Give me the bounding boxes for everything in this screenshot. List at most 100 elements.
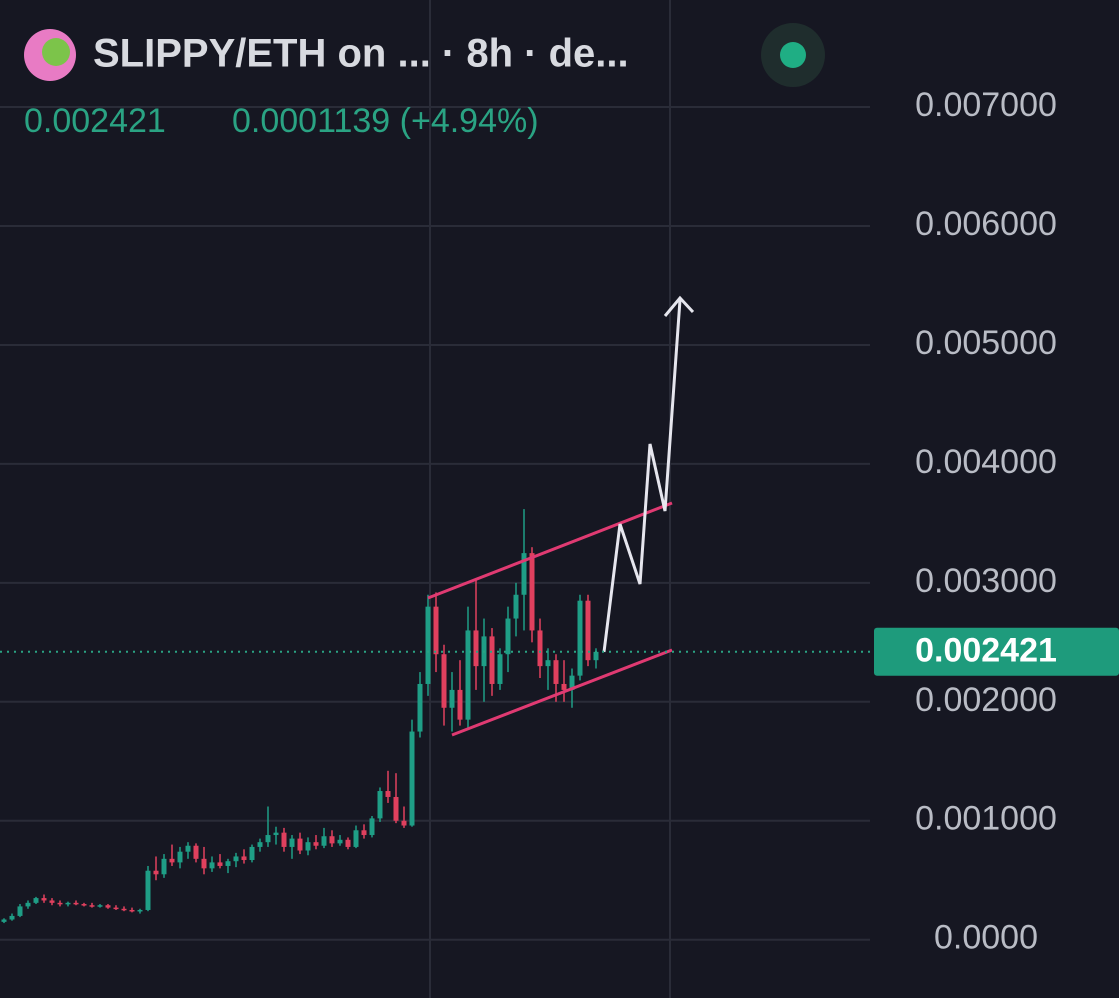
candle-body (81, 904, 87, 906)
token-logo-face (42, 38, 70, 66)
candle-body (265, 835, 271, 843)
last-price-label: 0.002421 (915, 632, 1057, 670)
candle-body (489, 636, 495, 684)
candle-body (449, 689, 455, 708)
candle-body (121, 908, 127, 911)
candle-body (313, 842, 319, 846)
header-price: 0.002421 (24, 102, 166, 140)
candle-body (305, 842, 311, 851)
candle-body (521, 553, 527, 595)
chart-title: SLIPPY/ETH on ... · 8h · de... (93, 32, 629, 76)
candle-body (1, 919, 7, 922)
candle-body (209, 862, 215, 869)
candle-body (17, 906, 23, 916)
last-price-box (874, 627, 1119, 676)
candle-body (185, 845, 191, 852)
candle-body (561, 683, 567, 690)
candle-body (49, 900, 55, 903)
y-tick-label: 0.003000 (915, 562, 1057, 600)
candle-body (65, 902, 71, 905)
candle-body (113, 907, 119, 910)
candle-body (153, 870, 159, 875)
candle-body (393, 796, 399, 821)
candle-body (297, 838, 303, 851)
candle-body (225, 861, 231, 866)
candle-body (465, 630, 471, 720)
channel-lower (451, 648, 673, 737)
candle-body (89, 905, 95, 907)
candle-body (241, 856, 247, 861)
y-tick-label: 0.004000 (915, 443, 1057, 481)
y-tick-label: 0.0000 (934, 919, 1038, 957)
y-tick-label: 0.006000 (915, 205, 1057, 243)
candle-body (177, 851, 183, 863)
candle-body (569, 675, 575, 690)
candle-body (33, 898, 39, 903)
candle-body (473, 630, 479, 667)
candles (1, 509, 599, 924)
y-tick-label: 0.002000 (915, 681, 1057, 719)
candle-body (585, 600, 591, 661)
candle-body (457, 689, 463, 720)
candle-body (193, 845, 199, 859)
candle-body (433, 606, 439, 655)
candle-body (41, 898, 47, 901)
candle-body (417, 683, 423, 732)
candle-body (329, 836, 335, 844)
candle-body (161, 858, 167, 875)
candle-body (201, 858, 207, 869)
candle-body (137, 909, 143, 912)
candle-body (513, 594, 519, 619)
candle-body (257, 842, 263, 847)
candle-body (369, 818, 375, 836)
candle-body (441, 654, 447, 708)
candle-body (73, 902, 79, 905)
channel-drawing (427, 295, 695, 737)
header: SLIPPY/ETH on ... · 8h · de... 0.002421 … (24, 23, 825, 140)
candle-body (401, 820, 407, 826)
y-tick-label: 0.007000 (915, 86, 1057, 124)
candle-body (289, 838, 295, 847)
candle-body (9, 915, 15, 920)
candle-body (577, 600, 583, 676)
candle-body (217, 862, 223, 866)
candle-body (273, 832, 279, 836)
header-change: 0.0001139 (+4.94%) (232, 102, 539, 140)
candle-body (233, 856, 239, 862)
candle-body (129, 909, 135, 912)
candle-body (345, 839, 351, 847)
grid (0, 0, 870, 998)
candle-body (385, 791, 391, 797)
candle-body (97, 905, 103, 907)
candle-body (505, 618, 511, 655)
candle-body (169, 858, 175, 863)
candle-body (321, 836, 327, 846)
candle-body (337, 839, 343, 844)
candle-body (353, 830, 359, 847)
candle-body (57, 902, 63, 905)
candle-body (249, 846, 255, 861)
candle-body (25, 902, 31, 907)
candle-body (593, 651, 599, 661)
status-dot (780, 42, 806, 68)
y-tick-label: 0.001000 (915, 800, 1057, 838)
candle-body (537, 630, 543, 667)
candle-body (553, 660, 559, 684)
candle-body (529, 553, 535, 631)
y-tick-label: 0.005000 (915, 324, 1057, 362)
candle-body (361, 830, 367, 836)
candle-body (145, 870, 151, 910)
candle-body (105, 905, 111, 908)
candle-body (425, 606, 431, 684)
candle-body (409, 731, 415, 826)
candle-body (377, 791, 383, 819)
channel-upper (427, 501, 673, 600)
candle-body (497, 654, 503, 684)
arrow-head (663, 295, 695, 317)
projection-arrow (602, 299, 682, 653)
candle-body (545, 660, 551, 667)
candle-body (281, 832, 287, 847)
